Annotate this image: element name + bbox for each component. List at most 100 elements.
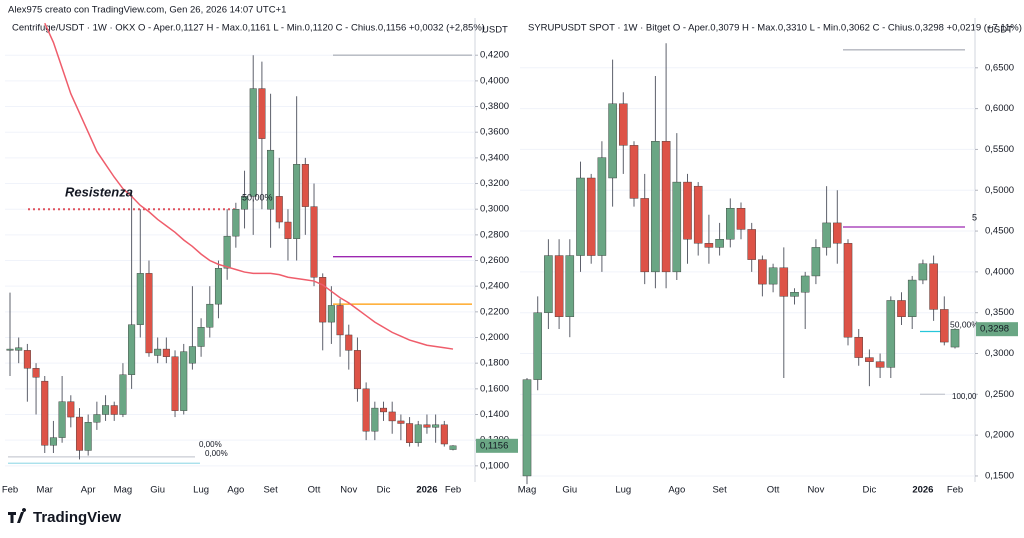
candle-body bbox=[119, 374, 127, 415]
y-tick-label: 0,3400 bbox=[480, 152, 509, 163]
x-tick-label: Giu bbox=[562, 485, 577, 496]
annotation: 50,00% bbox=[242, 192, 273, 202]
candle-body bbox=[162, 348, 170, 357]
candle-body bbox=[640, 198, 649, 273]
candle-body bbox=[661, 141, 671, 273]
candle-body bbox=[779, 267, 789, 297]
x-tick-label: Nov bbox=[340, 485, 357, 496]
candle-body bbox=[449, 445, 457, 450]
candle-body bbox=[49, 437, 57, 446]
candle-body bbox=[865, 357, 874, 362]
x-tick-label: Feb bbox=[2, 485, 18, 496]
candle-body bbox=[258, 88, 266, 139]
y-tick-label: 0,2400 bbox=[480, 281, 509, 292]
candle-body bbox=[180, 351, 188, 411]
candle-body bbox=[886, 300, 896, 368]
candle-body bbox=[875, 361, 885, 368]
candle-body bbox=[327, 305, 335, 323]
candle-body bbox=[843, 243, 853, 338]
candle-body bbox=[197, 327, 205, 347]
candle-body bbox=[110, 405, 118, 415]
y-tick-label: 0,5500 bbox=[985, 144, 1014, 155]
candle-body bbox=[345, 334, 353, 351]
y-tick-label: 0,2800 bbox=[480, 229, 509, 240]
candle-body bbox=[672, 181, 682, 273]
candle-body bbox=[284, 221, 292, 239]
candle-body bbox=[301, 164, 309, 207]
candle-body bbox=[154, 348, 162, 356]
x-tick-label: Ago bbox=[668, 485, 685, 496]
y-tick-label: 0,3800 bbox=[480, 101, 509, 112]
x-tick-label: Nov bbox=[807, 485, 824, 496]
y-tick-label: 0,4000 bbox=[480, 75, 509, 86]
candle-body bbox=[84, 422, 92, 451]
x-tick-label: Feb bbox=[947, 485, 963, 496]
candle-body bbox=[6, 348, 14, 351]
header: Alex975 creato con TradingView.com, Gen … bbox=[8, 5, 286, 16]
candle-body bbox=[683, 181, 692, 240]
candle-body bbox=[206, 303, 214, 328]
last-price-label: 0,1156 bbox=[480, 440, 508, 451]
candle-body bbox=[704, 243, 714, 248]
y-tick-label: 0,4200 bbox=[480, 50, 509, 61]
candle-body bbox=[275, 196, 283, 223]
y-tick-label: 0,1400 bbox=[480, 409, 509, 420]
candle-body bbox=[136, 273, 144, 325]
y-axis-label: USDT bbox=[482, 25, 508, 36]
candle-body bbox=[833, 222, 842, 244]
chart: SYRUPUSDT SPOT · 1W · Bitget O - Aper.0,… bbox=[518, 18, 1022, 496]
y-tick-label: 0,2500 bbox=[985, 389, 1014, 400]
candle-body bbox=[232, 208, 240, 237]
x-tick-label: Dic bbox=[863, 485, 877, 496]
candle-body bbox=[32, 368, 40, 378]
x-tick-label: Ago bbox=[227, 485, 244, 496]
candle-body bbox=[811, 247, 821, 277]
y-tick-label: 0,3600 bbox=[480, 127, 509, 138]
x-tick-label: 2026 bbox=[416, 485, 437, 496]
candle-body bbox=[608, 103, 617, 179]
candle-body bbox=[67, 401, 75, 418]
candle-body bbox=[362, 388, 370, 432]
x-tick-label: Lug bbox=[615, 485, 631, 496]
candle-body bbox=[380, 407, 388, 413]
candle-body bbox=[907, 279, 917, 317]
candle-body bbox=[145, 273, 153, 354]
y-tick-label: 0,2200 bbox=[480, 306, 509, 317]
x-tick-label: Apr bbox=[81, 485, 96, 496]
y-tick-label: 0,1500 bbox=[985, 470, 1014, 481]
candle-body bbox=[533, 312, 542, 380]
y-tick-label: 0,3200 bbox=[480, 178, 509, 189]
y-tick-label: 0,3000 bbox=[985, 348, 1014, 359]
annotation: 0,00% bbox=[199, 440, 222, 449]
candle-body bbox=[918, 263, 928, 281]
candle-body bbox=[747, 229, 756, 260]
candle-body bbox=[940, 309, 949, 343]
x-tick-label: Feb bbox=[445, 485, 461, 496]
candle-body bbox=[768, 267, 778, 285]
y-tick-label: 0,1000 bbox=[480, 460, 509, 471]
candle-body bbox=[854, 336, 863, 358]
y-tick-label: 0,2000 bbox=[480, 332, 509, 343]
candle-body bbox=[440, 424, 448, 445]
candle-body bbox=[715, 239, 724, 248]
x-tick-label: Lug bbox=[193, 485, 209, 496]
x-tick-label: Mag bbox=[518, 485, 536, 496]
candle-body bbox=[586, 177, 596, 256]
y-tick-label: 0,3000 bbox=[480, 204, 509, 215]
y-tick-label: 0,3500 bbox=[985, 307, 1014, 318]
candle-body bbox=[576, 177, 585, 256]
y-tick-label: 0,6500 bbox=[985, 62, 1014, 73]
x-tick-label: Giu bbox=[150, 485, 165, 496]
x-tick-label: Set bbox=[712, 485, 727, 496]
candle-body bbox=[897, 300, 906, 317]
candle-body bbox=[565, 255, 575, 317]
last-price-box bbox=[476, 438, 518, 453]
y-tick-label: 0,4000 bbox=[985, 266, 1014, 277]
candle-body bbox=[249, 88, 257, 197]
x-tick-label: Dic bbox=[377, 485, 391, 496]
candle-body bbox=[432, 424, 440, 428]
x-tick-label: Mar bbox=[37, 485, 53, 496]
candle-body bbox=[319, 277, 327, 323]
logo-text: TradingView bbox=[33, 509, 121, 526]
candle-body bbox=[293, 164, 301, 239]
